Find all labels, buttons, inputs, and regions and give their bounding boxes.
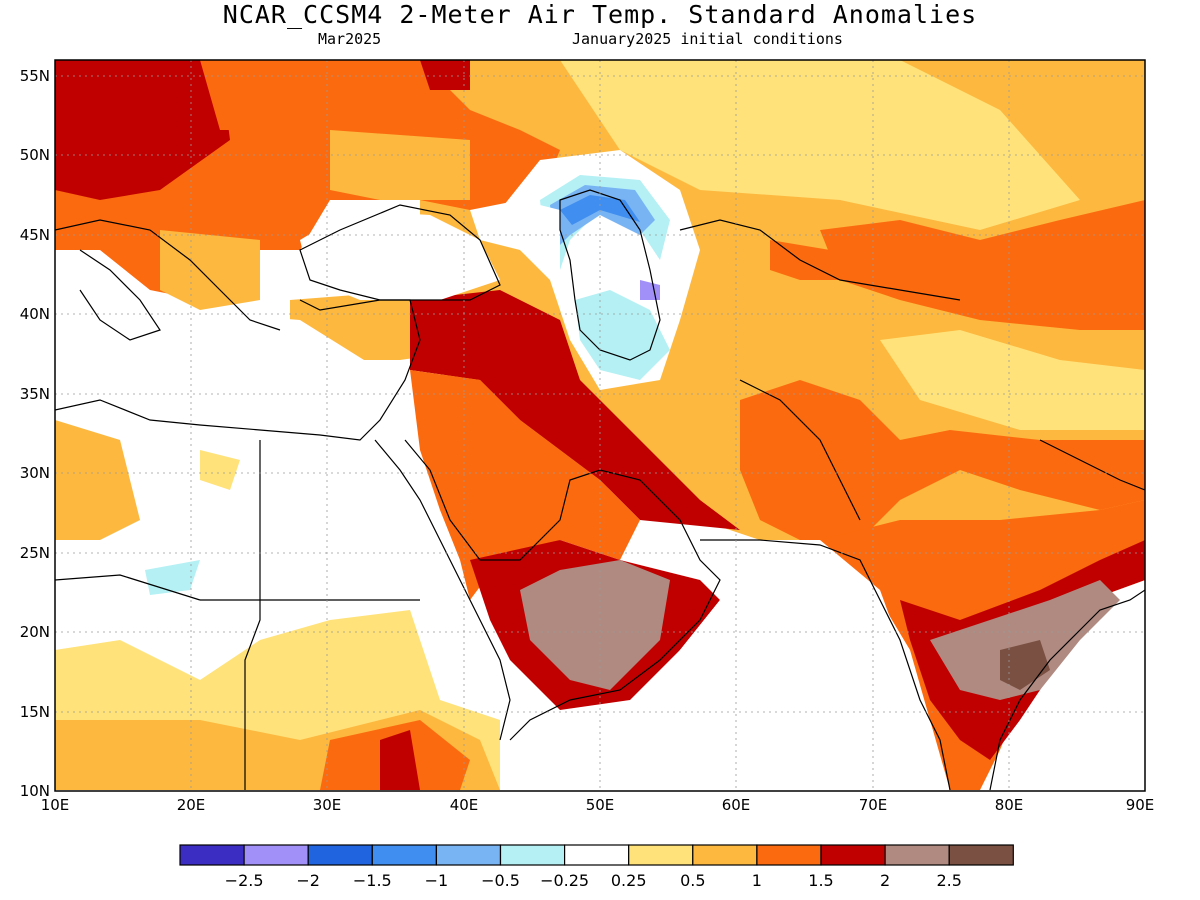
- y-tick-label: 25N: [20, 544, 50, 562]
- colorbar-label: −1: [425, 871, 449, 890]
- y-tick-label: 55N: [20, 67, 50, 85]
- init-conditions-label: January2025 initial conditions: [572, 30, 843, 48]
- colorbar-label: 0.25: [611, 871, 647, 890]
- colorbar: −2.5 −2 −1.5 −1 −0.5 −0.25 0.25 0.5 1 1.5 2 2.5: [179, 844, 1014, 890]
- colorbar-swatch: [371, 844, 437, 866]
- colorbar-swatch: [563, 844, 630, 866]
- colorbar-label: −0.5: [481, 871, 520, 890]
- x-tick-label: 60E: [722, 796, 751, 814]
- colorbar-swatch: [692, 844, 758, 866]
- y-tick-label: 45N: [20, 226, 50, 244]
- colorbar-label: 0.5: [680, 871, 705, 890]
- colorbar-label: 1.5: [808, 871, 833, 890]
- colorbar-swatch: [628, 844, 694, 866]
- colorbar-label: −1.5: [353, 871, 392, 890]
- y-tick-label: 15N: [20, 703, 50, 721]
- colorbar-swatch: [179, 844, 245, 866]
- colorbar-label: −2.5: [225, 871, 264, 890]
- x-tick-label: 30E: [313, 796, 342, 814]
- colorbar-swatch: [756, 844, 822, 866]
- plot-frame: [54, 59, 1146, 792]
- y-axis: 10N 15N 20N 25N 30N 35N 40N 45N 50N 55N: [20, 67, 50, 800]
- colorbar-label: 2.5: [936, 871, 961, 890]
- anomaly-field: [55, 60, 1145, 791]
- x-tick-label: 10E: [41, 796, 70, 814]
- y-tick-label: 35N: [20, 385, 50, 403]
- colorbar-label: 2: [880, 871, 890, 890]
- colorbar-swatch: [884, 844, 950, 866]
- colorbar-swatch: [499, 844, 566, 866]
- colorbar-swatch: [435, 844, 502, 866]
- x-tick-label: 40E: [450, 796, 479, 814]
- x-axis: 10E 20E 30E 40E 50E 60E 70E 80E 90E: [41, 796, 1155, 814]
- map-title: NCAR_CCSM4 2-Meter Air Temp. Standard An…: [222, 0, 978, 29]
- valid-month-label: Mar2025: [318, 30, 382, 48]
- colorbar-swatch: [307, 844, 373, 866]
- y-tick-label: 50N: [20, 146, 50, 164]
- y-tick-label: 10N: [20, 782, 50, 800]
- colorbar-label: −0.25: [540, 871, 589, 890]
- y-tick-label: 20N: [20, 623, 50, 641]
- x-tick-label: 20E: [177, 796, 206, 814]
- colorbar-swatch: [820, 844, 886, 866]
- x-tick-label: 70E: [859, 796, 888, 814]
- y-tick-label: 30N: [20, 464, 50, 482]
- colorbar-swatch: [243, 844, 309, 866]
- x-tick-label: 50E: [586, 796, 615, 814]
- grid-lines: [55, 60, 1145, 791]
- colorbar-label: −2: [296, 871, 320, 890]
- x-tick-label: 80E: [995, 796, 1024, 814]
- colorbar-swatch: [948, 844, 1014, 866]
- x-tick-label: 90E: [1126, 796, 1155, 814]
- colorbar-label: 1: [752, 871, 762, 890]
- y-tick-label: 40N: [20, 305, 50, 323]
